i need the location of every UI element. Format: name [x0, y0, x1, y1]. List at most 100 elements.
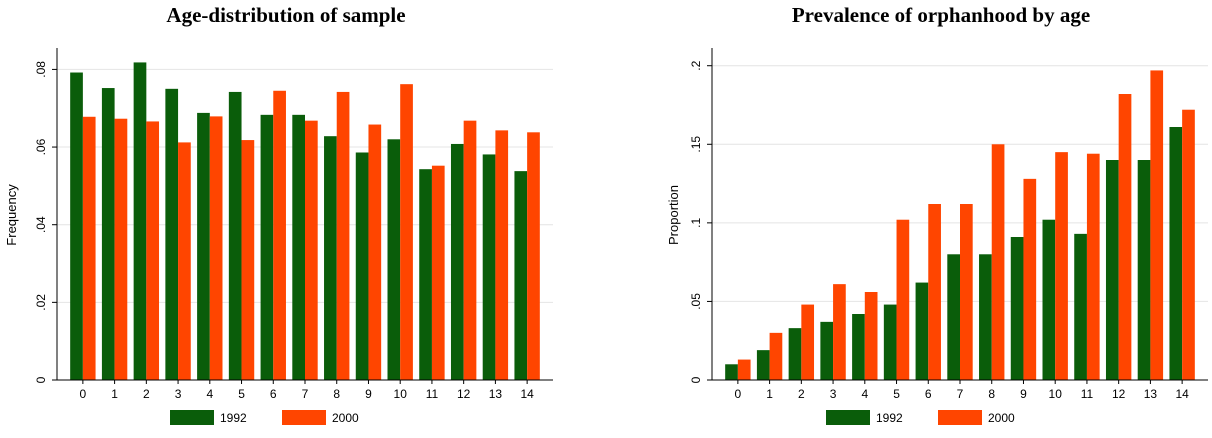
- bar-1992-age-8: [979, 254, 992, 380]
- x-tick-label: 12: [457, 387, 471, 401]
- x-tick-label: 1: [111, 387, 118, 401]
- x-tick-label: 0: [80, 387, 87, 401]
- bar-1992-age-10: [387, 139, 401, 380]
- y-axis-label: Proportion: [666, 185, 681, 245]
- x-tick-label: 2: [143, 387, 150, 401]
- x-tick-label: 7: [302, 387, 309, 401]
- x-tick-label: 4: [861, 387, 868, 401]
- x-tick-label: 4: [206, 387, 213, 401]
- x-tick-label: 12: [1112, 387, 1126, 401]
- bar-2000-age-7: [305, 120, 318, 381]
- y-tick-label: .06: [34, 138, 48, 155]
- bar-2000-age-0: [82, 116, 96, 380]
- y-tick-label: .04: [34, 216, 48, 233]
- bar-2000-age-11: [431, 165, 445, 380]
- bar-1992-age-5: [883, 304, 897, 380]
- bar-2000-age-9: [368, 124, 382, 381]
- bar-1992-age-1: [101, 88, 115, 380]
- bar-1992-age-6: [260, 114, 274, 380]
- legend-label-1992: 1992: [876, 411, 903, 425]
- bar-1992-age-14: [1169, 127, 1183, 380]
- bar-1992-age-0: [725, 364, 738, 380]
- bar-1992-age-9: [1010, 237, 1024, 380]
- legend-swatch-1992: [826, 410, 870, 425]
- legend-label-2000: 2000: [988, 411, 1015, 425]
- bar-1992-age-2: [133, 62, 147, 381]
- bar-2000-age-1: [769, 332, 783, 380]
- bar-2000-age-2: [146, 121, 160, 380]
- bar-1992-age-6: [915, 282, 929, 380]
- bar-1992-age-3: [165, 88, 179, 380]
- bar-2000-age-4: [209, 116, 223, 380]
- bar-1992-age-7: [947, 254, 960, 380]
- x-tick-label: 8: [333, 387, 340, 401]
- bar-1992-age-7: [292, 114, 305, 380]
- bar-2000-age-11: [1086, 153, 1100, 380]
- x-tick-label: 14: [520, 387, 534, 401]
- x-tick-label: 6: [270, 387, 277, 401]
- bar-2000-age-5: [241, 140, 255, 380]
- bar-1992-age-12: [1105, 160, 1119, 380]
- bar-2000-age-8: [991, 144, 1005, 380]
- x-tick-label: 13: [1144, 387, 1158, 401]
- bar-1992-age-12: [450, 143, 464, 380]
- bar-1992-age-0: [70, 72, 83, 381]
- bar-2000-age-1: [114, 118, 128, 380]
- x-tick-label: 10: [1049, 387, 1063, 401]
- legend: 1992 2000: [170, 410, 359, 425]
- bar-2000-age-12: [1118, 94, 1132, 380]
- x-tick-label: 0: [735, 387, 742, 401]
- bar-1992-age-1: [756, 350, 770, 380]
- bar-2000-age-12: [463, 120, 477, 381]
- y-tick-label: .15: [689, 136, 703, 153]
- bar-2000-age-4: [864, 292, 878, 380]
- bar-2000-age-6: [273, 90, 286, 380]
- legend-label-1992: 1992: [220, 411, 247, 425]
- bar-1992-age-14: [514, 171, 528, 380]
- bar-2000-age-0: [737, 359, 751, 380]
- chart-age-distribution: Age-distribution of sample 0 .02 .04 .06 .08 0…: [4, 3, 553, 425]
- x-tick-label: 3: [830, 387, 837, 401]
- x-tick-label: 8: [988, 387, 995, 401]
- bar-1992-age-13: [1137, 160, 1151, 380]
- bar-2000-age-6: [928, 204, 941, 380]
- legend-label-2000: 2000: [332, 411, 359, 425]
- bar-1992-age-4: [197, 112, 210, 381]
- legend-swatch-2000: [282, 410, 326, 425]
- chart-title: Age-distribution of sample: [166, 3, 405, 27]
- bar-2000-age-8: [336, 91, 350, 380]
- y-tick-label: .2: [689, 60, 703, 70]
- x-tick-label: 7: [957, 387, 964, 401]
- bar-2000-age-14: [1182, 109, 1195, 380]
- bar-1992-age-4: [852, 314, 865, 380]
- bar-1992-age-2: [788, 328, 802, 380]
- x-tick-label: 13: [489, 387, 503, 401]
- bar-2000-age-13: [495, 130, 509, 380]
- y-tick-label: .05: [689, 293, 703, 310]
- bar-1992-age-11: [419, 169, 432, 380]
- x-tick-label: 11: [426, 387, 439, 401]
- x-tick-label: 5: [893, 387, 900, 401]
- legend-swatch-2000: [938, 410, 982, 425]
- bar-2000-age-10: [1055, 152, 1068, 380]
- bar-2000-age-7: [960, 204, 973, 380]
- bar-1992-age-5: [228, 91, 242, 380]
- bar-1992-age-3: [820, 321, 834, 380]
- bar-2000-age-5: [896, 219, 910, 380]
- y-tick-label: .1: [689, 218, 703, 228]
- x-tick-label: 10: [394, 387, 408, 401]
- y-tick-label: .08: [34, 61, 48, 78]
- x-tick-label: 5: [238, 387, 245, 401]
- x-tick-label: 9: [365, 387, 372, 401]
- bar-2000-age-13: [1150, 70, 1164, 380]
- bar-2000-age-3: [178, 142, 191, 380]
- y-tick-label: 0: [34, 376, 48, 383]
- x-tick-label: 14: [1175, 387, 1189, 401]
- bar-2000-age-2: [801, 304, 815, 380]
- y-axis-label: Frequency: [4, 184, 19, 246]
- x-tick-label: 1: [766, 387, 773, 401]
- x-tick-label: 2: [798, 387, 805, 401]
- x-tick-label: 3: [175, 387, 182, 401]
- bar-1992-age-13: [482, 154, 496, 380]
